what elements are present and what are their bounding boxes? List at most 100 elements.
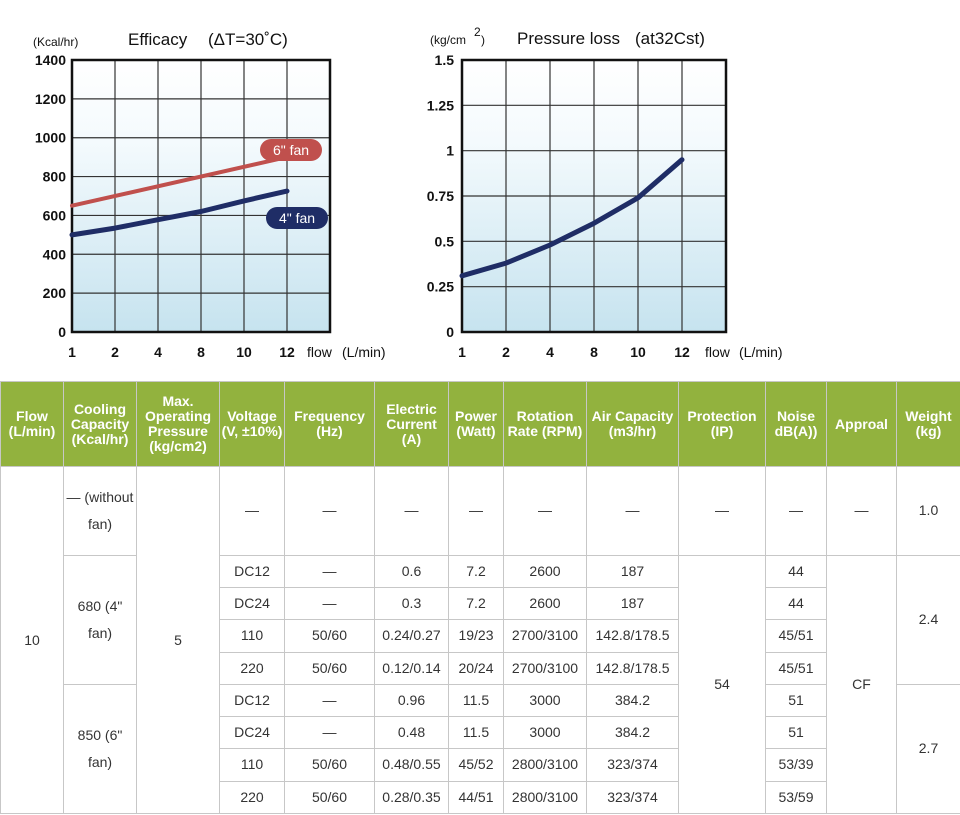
cell-rpm: 2800/3100 (503, 748, 587, 782)
cell-weight: 2.7 (896, 683, 960, 815)
x-axis-unit: (L/min) (342, 344, 386, 360)
cell-rpm: 2700/3100 (503, 651, 587, 685)
cell-power: 7.2 (448, 554, 504, 589)
cell-flow: 10 (0, 466, 64, 814)
header-capacity: Cooling Capacity (Kcal/hr) (63, 381, 137, 467)
cell-noise: 53/39 (765, 748, 827, 782)
header-rpm: Rotation Rate (RPM) (503, 381, 587, 467)
cell-frequency: — (284, 554, 375, 589)
cell-rpm: 2800/3100 (503, 780, 587, 815)
x-axis-label: flow (705, 344, 731, 360)
legend-label-2: 4" fan (279, 210, 315, 226)
cell-rpm: 2700/3100 (503, 619, 587, 653)
cell-voltage: 110 (219, 748, 285, 782)
y-axis-unit-sup: 2 (474, 25, 481, 39)
y-tick-label: 0.25 (427, 279, 454, 295)
cell-power: 11.5 (448, 716, 504, 750)
cell-frequency: 50/60 (284, 780, 375, 815)
cell-air: 142.8/178.5 (586, 651, 679, 685)
chart-title-note: (ΔT=30˚C) (208, 30, 288, 49)
x-tick-label: 4 (546, 344, 554, 360)
header-protection: Protection (IP) (678, 381, 766, 467)
y-tick-label: 200 (43, 285, 67, 301)
cell-noise: 53/59 (765, 780, 827, 815)
cell-current: 0.12/0.14 (374, 651, 449, 685)
cell-power: — (448, 466, 504, 556)
chart-title-note: (at32Cst) (635, 29, 705, 48)
y-tick-label: 0 (58, 324, 66, 340)
cell-protection: — (678, 466, 766, 556)
y-axis-unit: (kg/cm (430, 33, 466, 47)
cell-approval: — (826, 466, 897, 556)
header-pressure: Max. Operating Pressure (kg/cm2) (136, 381, 220, 467)
cell-current: 0.6 (374, 554, 449, 589)
cell-current: 0.48 (374, 716, 449, 750)
header-air: Air Capacity (m3/hr) (586, 381, 679, 467)
cell-frequency: — (284, 466, 375, 556)
y-tick-label: 1000 (35, 130, 66, 146)
cell-air: 323/374 (586, 780, 679, 815)
cell-frequency: — (284, 587, 375, 621)
y-tick-label: 0.5 (435, 233, 455, 249)
table-row: 10 — (without fan) 5 — — — — — — — — — 1… (0, 466, 960, 814)
cell-noise: — (765, 466, 827, 556)
y-tick-label: 1.25 (427, 97, 454, 113)
cell-current: 0.48/0.55 (374, 748, 449, 782)
table-row: 110 50/60 0.48/0.55 45/52 2800/3100 323/… (1, 748, 960, 782)
x-tick-label: 4 (154, 344, 162, 360)
x-tick-label: 10 (630, 344, 646, 360)
cell-current: 0.96 (374, 683, 449, 718)
y-tick-label: 1.5 (435, 52, 455, 68)
cell-protection: 54 (678, 554, 766, 815)
x-axis-unit: (L/min) (739, 344, 783, 360)
table-header-row: Flow (L/min) Cooling Capacity (Kcal/hr) … (0, 381, 960, 467)
cell-power: 45/52 (448, 748, 504, 782)
y-tick-label: 400 (43, 246, 67, 262)
cell-voltage: — (219, 466, 285, 556)
cell-air: 187 (586, 587, 679, 621)
cell-rpm: 2600 (503, 587, 587, 621)
header-power: Power (Watt) (448, 381, 504, 467)
cell-air: 323/374 (586, 748, 679, 782)
cell-power: 11.5 (448, 683, 504, 718)
cell-capacity: 680 (4" fan) (63, 554, 137, 685)
cell-weight: 1.0 (896, 466, 960, 556)
chart-title: Efficacy (128, 30, 188, 49)
cell-current: 0.3 (374, 587, 449, 621)
header-current: Electric Current (A) (374, 381, 449, 467)
cell-air: 142.8/178.5 (586, 619, 679, 653)
cell-frequency: 50/60 (284, 651, 375, 685)
x-tick-label: 2 (111, 344, 119, 360)
legend-label-1: 6" fan (273, 142, 309, 158)
table-row: DC24 — 0.3 7.2 2600 187 44 (1, 587, 960, 621)
y-axis-unit-close: ) (481, 33, 485, 47)
cell-voltage: DC12 (219, 554, 285, 589)
legend-label-background-2 (266, 207, 328, 229)
header-frequency: Frequency (Hz) (284, 381, 375, 467)
cell-voltage: 220 (219, 651, 285, 685)
y-tick-label: 1 (446, 143, 454, 159)
table-row: 680 (4" fan) DC12 — 0.6 7.2 2600 187 54 … (1, 554, 960, 815)
cell-air: 187 (586, 554, 679, 589)
cell-rpm: 3000 (503, 683, 587, 718)
header-flow: Flow (L/min) (0, 381, 64, 467)
y-tick-label: 0 (446, 324, 454, 340)
plot-frame (70, 58, 332, 334)
cell-rpm: — (503, 466, 587, 556)
cell-noise: 44 (765, 554, 827, 589)
cell-current: 0.24/0.27 (374, 619, 449, 653)
table-row: 110 50/60 0.24/0.27 19/23 2700/3100 142.… (1, 619, 960, 653)
charts-area: 0 200 400 600 800 1000 1200 1400 1 2 4 8 10 12 flow (L/… (0, 0, 960, 380)
header-voltage: Voltage (V, ±10%) (219, 381, 285, 467)
cell-air: 384.2 (586, 716, 679, 750)
cell-frequency: 50/60 (284, 748, 375, 782)
series-line-2 (69, 188, 290, 238)
cell-noise: 51 (765, 683, 827, 718)
x-axis-label: flow (307, 344, 333, 360)
x-tick-label: 8 (590, 344, 598, 360)
cell-voltage: 220 (219, 780, 285, 815)
table-row: 220 50/60 0.28/0.35 44/51 2800/3100 323/… (1, 780, 960, 815)
cell-weight: 2.4 (896, 554, 960, 685)
cell-power: 7.2 (448, 587, 504, 621)
